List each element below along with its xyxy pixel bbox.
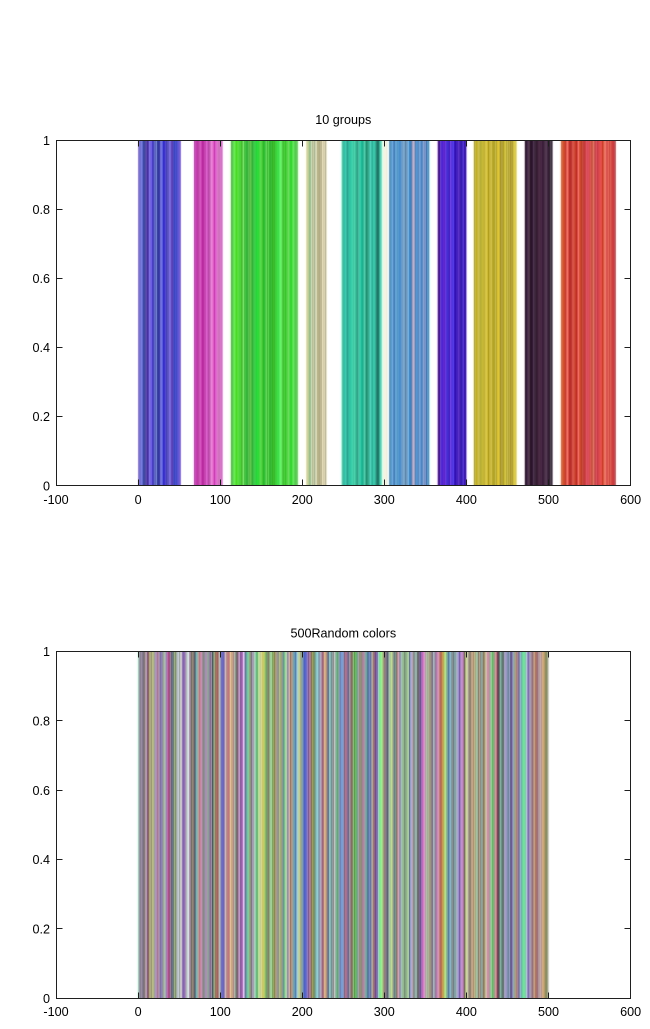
svg-text:1: 1 [43,645,50,659]
svg-text:300: 300 [374,493,395,507]
svg-text:400: 400 [456,1005,477,1019]
svg-text:500: 500 [538,1005,559,1019]
svg-text:600: 600 [620,1005,641,1019]
svg-text:0.2: 0.2 [32,923,50,937]
svg-text:-100: -100 [43,493,68,507]
svg-text:10 groups: 10 groups [315,113,371,127]
svg-text:500Random colors: 500Random colors [290,627,396,641]
svg-text:0: 0 [43,479,50,493]
svg-text:0: 0 [43,992,50,1006]
svg-text:-100: -100 [43,1005,68,1019]
svg-text:300: 300 [374,1005,395,1019]
svg-text:0.4: 0.4 [32,341,50,355]
svg-text:0: 0 [135,493,142,507]
svg-text:100: 100 [210,1005,231,1019]
svg-text:200: 200 [292,493,313,507]
svg-text:0.8: 0.8 [32,715,50,729]
svg-text:0.2: 0.2 [32,410,50,424]
svg-text:200: 200 [292,1005,313,1019]
svg-text:100: 100 [210,493,231,507]
svg-text:0.6: 0.6 [32,272,50,286]
svg-text:0.6: 0.6 [32,784,50,798]
svg-text:0: 0 [135,1005,142,1019]
svg-text:1: 1 [43,134,50,148]
svg-text:600: 600 [620,493,641,507]
svg-text:500: 500 [538,493,559,507]
svg-text:400: 400 [456,493,477,507]
svg-text:0.8: 0.8 [32,203,50,217]
svg-text:0.4: 0.4 [32,853,50,867]
